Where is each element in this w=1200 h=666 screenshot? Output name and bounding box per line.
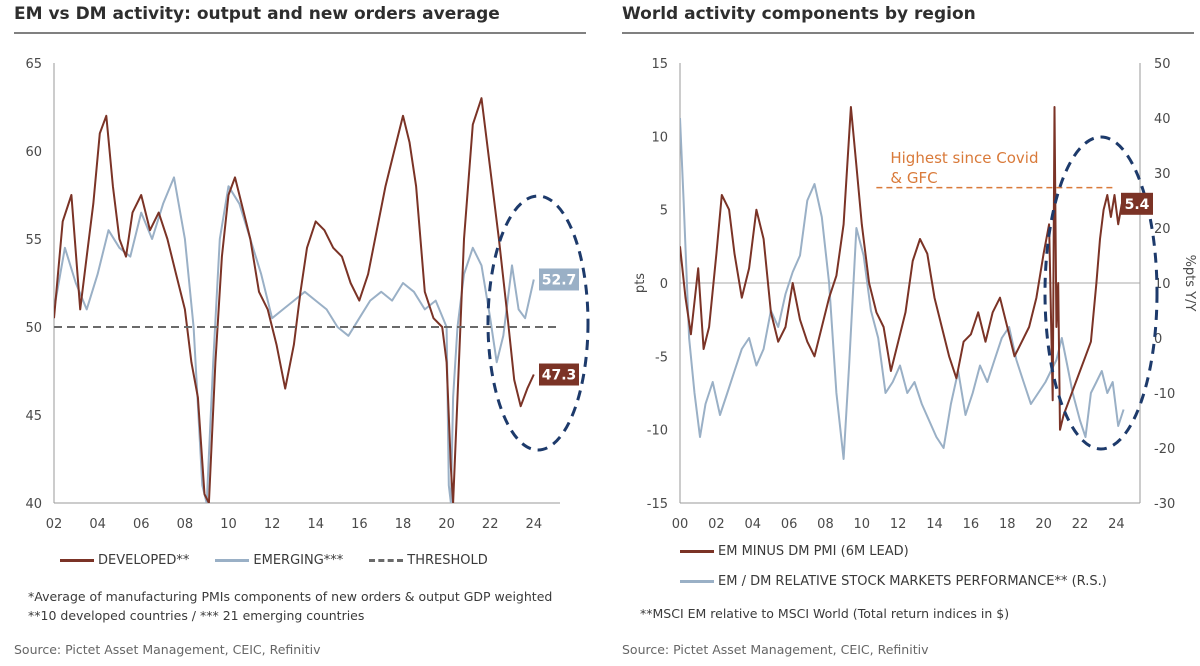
highlight-ellipse [1043,135,1159,451]
x-tick-label: 06 [781,517,798,532]
legend-swatch-threshold [369,559,404,562]
x-tick-label: 18 [395,517,412,532]
legend-label-developed: DEVELOPED** [98,553,190,568]
y2-tick-label: -20 [1154,442,1175,457]
x-tick-label: 18 [999,517,1016,532]
x-tick-label: 16 [963,517,980,532]
y-tick-label: -5 [655,350,668,365]
x-tick-label: 22 [1072,517,1089,532]
right-chart: -15 -10 -5 0 5 10 15 -30 -20 -10 0 10 20 30 40 50 00 02 04… [633,57,1197,532]
x-tick-label: 14 [307,517,324,532]
x-tick-label: 04 [744,517,761,532]
y2-tick-label: 20 [1154,222,1171,237]
y-tick-label: 60 [25,145,42,160]
highlight-annotation-line: Highest since Covid [890,149,1038,167]
y-tick-label: 0 [660,277,668,292]
end-label-box [539,268,579,291]
end-label-value: 47.3 [542,368,577,384]
x-tick-label: 10 [220,517,237,532]
legend-label-threshold: THRESHOLD [407,553,488,568]
x-tick-label: 04 [89,517,106,532]
end-label-box [1121,192,1153,215]
left-chart-title: EM vs DM activity: output and new orders… [14,4,500,24]
y-tick-label: -10 [647,424,668,439]
x-tick-label: 10 [854,517,871,532]
right-source: Source: Pictet Asset Management, CEIC, R… [622,642,929,657]
y2-tick-label: 0 [1154,332,1162,347]
right-footnote: **MSCI EM relative to MSCI World (Total … [640,606,1010,621]
legend-item-emerging: EMERGING*** [215,553,343,568]
legend-item-developed: DEVELOPED** [60,553,189,568]
left-source: Source: Pictet Asset Management, CEIC, R… [14,642,321,657]
legend-label-stocks: EM / DM RELATIVE STOCK MARKETS PERFORMAN… [718,574,1107,589]
x-tick-label: 02 [46,517,63,532]
series-line-emerging [54,176,535,503]
right-legend-pmi: EM MINUS DM PMI (6M LEAD) [680,544,909,559]
left-footnote-2: **10 developed countries / *** 21 emergi… [28,608,365,623]
y-axis-title: pts [633,273,648,293]
x-tick-label: 08 [177,517,194,532]
legend-swatch-developed [60,559,94,562]
y-tick-label: 5 [660,204,668,219]
left-footnote-1: *Average of manufacturing PMIs component… [28,589,553,604]
y-tick-label: 50 [25,321,42,336]
highlight-ellipse [486,194,590,452]
y-tick-label: 10 [651,130,668,145]
left-legend: DEVELOPED** EMERGING*** THRESHOLD [60,553,514,568]
legend-swatch-emerging [215,559,250,562]
end-label-value: 52.7 [542,272,577,288]
left-chart: 40 45 50 55 60 65 02 04 06 08 10 12 14 16 18 20 22 24 52.7… [25,57,590,532]
y2-tick-label: 40 [1154,112,1171,127]
x-tick-label: 12 [264,517,281,532]
legend-item-threshold: THRESHOLD [369,553,488,568]
x-tick-label: 14 [926,517,943,532]
x-tick-label: 08 [817,517,834,532]
legend-label-emerging: EMERGING*** [253,553,344,568]
y2-tick-label: -30 [1154,497,1175,512]
x-tick-label: 16 [351,517,368,532]
series-line-developed [54,97,535,503]
x-tick-label: 06 [133,517,150,532]
y2-tick-label: 50 [1154,57,1171,72]
y-tick-label: -15 [647,497,668,512]
y-tick-label: 55 [25,233,42,248]
x-tick-label: 12 [890,517,907,532]
end-label-box [539,363,579,386]
left-title-rule [14,32,586,34]
y-tick-label: 15 [651,57,668,72]
x-tick-label: 02 [708,517,725,532]
end-label-value: 5.4 [1125,197,1150,213]
right-legend-stocks: EM / DM RELATIVE STOCK MARKETS PERFORMAN… [680,574,1107,589]
legend-label-pmi: EM MINUS DM PMI (6M LEAD) [718,544,909,559]
y2-axis-title: %pts Y/Y [1182,255,1197,312]
x-tick-label: 22 [482,517,499,532]
right-chart-title: World activity components by region [622,4,976,24]
y2-tick-label: -10 [1154,387,1175,402]
y-tick-label: 65 [25,57,42,72]
y2-tick-label: 30 [1154,167,1171,182]
series-line-em-dm-relative-stock-markets-performance-r-s [680,117,1125,460]
legend-swatch-pmi [680,550,714,553]
y-tick-label: 45 [25,409,42,424]
y-tick-label: 40 [25,497,42,512]
series-line-em-minus-dm-pmi-6m-lead [680,106,1123,431]
x-tick-label: 24 [1108,517,1125,532]
x-tick-label: 20 [1035,517,1052,532]
highlight-annotation-line: & GFC [890,169,937,187]
x-tick-label: 20 [438,517,455,532]
legend-swatch-stocks [680,580,714,583]
x-tick-label: 00 [672,517,689,532]
right-title-rule [622,32,1194,34]
x-tick-label: 24 [526,517,543,532]
